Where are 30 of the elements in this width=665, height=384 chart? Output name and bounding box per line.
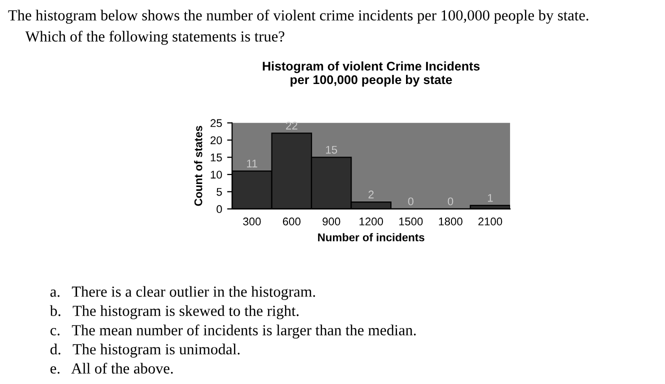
text: c. The mean number of incidents is larger than the median.: [50, 324, 416, 339]
data-label: 11: [247, 160, 258, 168]
x-tick-label: 2100: [478, 218, 502, 226]
data-label: 2: [368, 190, 374, 198]
y-tick-label: 10: [210, 170, 222, 179]
y-tick-label: 20: [210, 136, 222, 144]
text: e. All of the above.: [50, 362, 173, 374]
y-tick-label: 15: [210, 154, 222, 162]
x-tick-label: 600: [282, 218, 300, 226]
text: Which of the following statements is true?: [25, 30, 284, 45]
chart-title: Histogram of violent Crime Incidents per 100,000 people by state: [262, 61, 480, 87]
data-label: 15: [326, 146, 338, 154]
text: d. The histogram is unimodal.: [50, 344, 240, 358]
x-tick-label: 900: [322, 218, 340, 226]
x-tick-label: 1800: [438, 218, 462, 226]
text: a. There is a clear outlier in the histogram.: [50, 286, 316, 300]
y-tick-label: 5: [216, 188, 222, 196]
data-label: 22: [286, 122, 298, 130]
y-tick-label: 25: [210, 119, 222, 128]
x-tick-label: 1200: [360, 218, 383, 226]
x-tick-label: 1500: [399, 218, 423, 226]
text: b. The histogram is skewed to the right.: [50, 305, 299, 320]
x-axis-title: Number of incidents: [318, 233, 424, 242]
x-tick-label: 300: [243, 218, 261, 226]
text: The histogram below shows the number of violent crime incidents per 100,000 people by state.: [8, 10, 588, 24]
data-label: 0: [408, 197, 414, 206]
y-tick-label: 0: [216, 205, 222, 214]
data-label: 1: [488, 194, 493, 202]
data-label: 0: [448, 197, 454, 206]
y-axis-title: Count of states: [194, 126, 202, 206]
